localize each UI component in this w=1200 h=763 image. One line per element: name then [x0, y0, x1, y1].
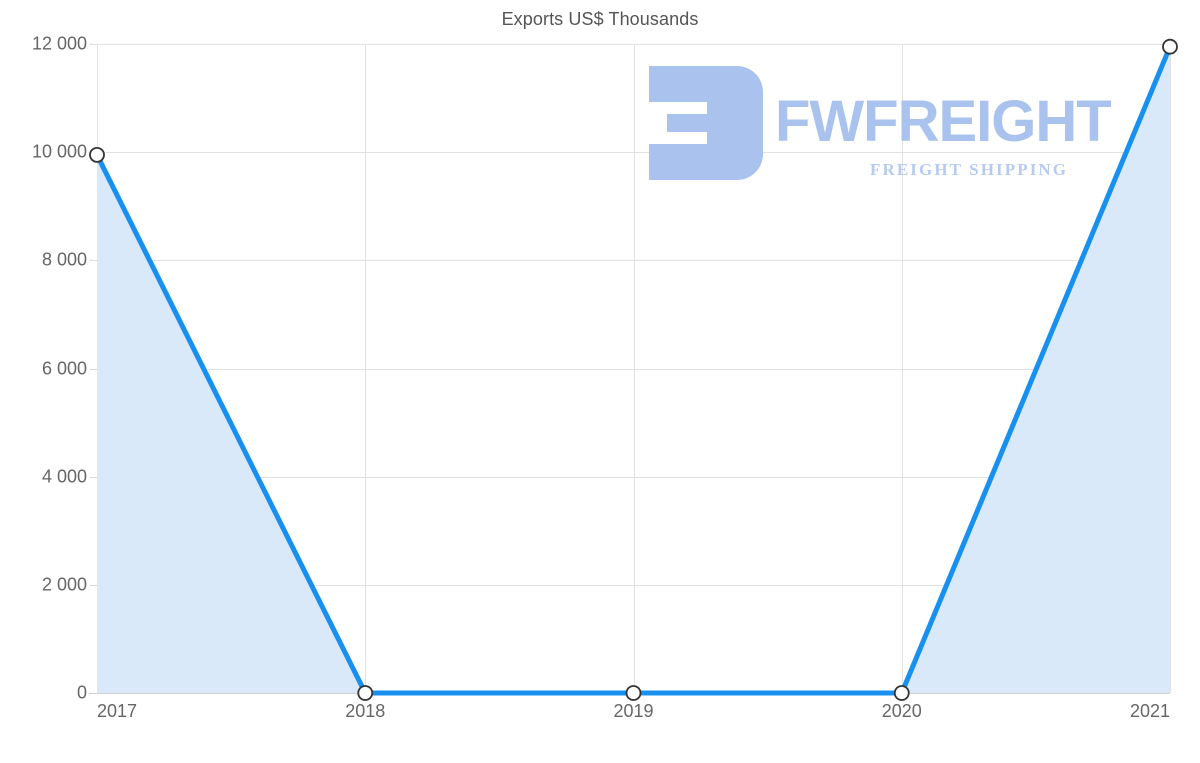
y-axis-tick-label: 0 — [76, 682, 87, 703]
data-point-marker[interactable] — [1162, 38, 1178, 55]
series-graphics — [89, 38, 1178, 701]
x-axis-tick-label: 2017 — [97, 701, 138, 721]
y-axis-tick-label: 10 000 — [31, 141, 87, 162]
data-point-marker[interactable] — [89, 146, 105, 163]
data-point-marker[interactable] — [893, 685, 910, 701]
y-axis-tick-label: 8 000 — [41, 249, 87, 270]
y-axis-tick-label: 2 000 — [41, 574, 87, 595]
chart-title: Exports US$ Thousands — [501, 9, 699, 29]
y-tick-mark — [90, 476, 97, 478]
plot-area — [89, 38, 1178, 701]
x-axis-labels: 2017 2018 2019 2020 2021 — [0, 701, 1200, 731]
y-tick-mark — [90, 584, 97, 586]
y-axis-labels: 0 2 000 4 000 6 000 8 000 10 000 12 000 — [0, 34, 97, 703]
y-axis-tick-label: 4 000 — [41, 466, 87, 487]
y-tick-mark — [90, 44, 97, 45]
y-axis-tick-label: 6 000 — [41, 358, 87, 378]
series-area-fill — [97, 46, 1170, 693]
y-tick-mark — [90, 368, 97, 370]
gridline-vertical — [633, 44, 635, 693]
y-tick-mark — [90, 260, 97, 262]
gridline-vertical — [1170, 44, 1171, 693]
gridline-vertical — [365, 44, 367, 693]
data-point-marker[interactable] — [625, 685, 642, 701]
gridline-vertical — [901, 44, 903, 693]
data-point-marker[interactable] — [357, 685, 374, 701]
x-axis-tick-label: 2021 — [1129, 701, 1170, 721]
y-axis-tick-label: 12 000 — [31, 33, 87, 54]
x-axis-tick-label: 2018 — [345, 701, 386, 721]
series-markers — [89, 38, 1178, 701]
x-axis-tick-label: 2020 — [881, 701, 922, 721]
x-axis-tick-label: 2019 — [613, 701, 654, 721]
